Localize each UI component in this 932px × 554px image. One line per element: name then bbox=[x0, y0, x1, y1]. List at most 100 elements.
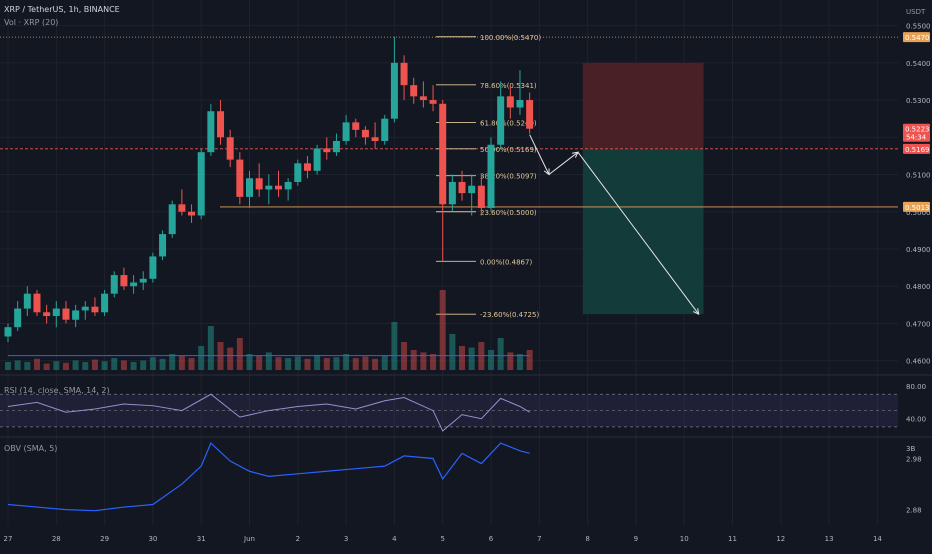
price-tick-label: 0.5100 bbox=[906, 172, 931, 180]
volume-bar bbox=[362, 356, 369, 370]
candle-body bbox=[400, 62, 408, 86]
candle-body bbox=[178, 204, 186, 212]
candle-body bbox=[332, 141, 340, 153]
x-tick-label: 3 bbox=[344, 535, 348, 543]
x-tick-label: 28 bbox=[52, 535, 61, 543]
obv-indicator-label: OBV (SMA, 5) bbox=[4, 444, 58, 453]
x-tick-label: 4 bbox=[392, 535, 397, 543]
candle-body bbox=[390, 62, 398, 119]
candle-body bbox=[236, 159, 244, 197]
x-tick-label: 13 bbox=[825, 535, 834, 543]
price-tick-label: 0.5400 bbox=[906, 60, 931, 68]
rsi-tick-label: 80.00 bbox=[906, 383, 926, 391]
volume-bar bbox=[101, 361, 108, 370]
candle-body bbox=[168, 204, 176, 235]
fib-label: 38.20%(0.5097) bbox=[480, 173, 537, 181]
candle-body bbox=[419, 96, 427, 101]
candle-body bbox=[110, 275, 118, 294]
candle-body bbox=[439, 103, 447, 205]
candle-body bbox=[487, 144, 495, 209]
fib-label: 23.60%(0.5000) bbox=[480, 209, 537, 217]
candle-body bbox=[284, 181, 292, 190]
support-price-badge-text: 0.5013 bbox=[905, 204, 930, 212]
volume-bar bbox=[526, 350, 533, 370]
candle-body bbox=[274, 185, 282, 190]
volume-bar bbox=[430, 354, 437, 370]
fib-label: 100.00%(0.5470) bbox=[480, 34, 541, 42]
rsi-line bbox=[7, 393, 530, 432]
high-price-badge-text: 0.5470 bbox=[905, 34, 930, 42]
volume-bar bbox=[488, 350, 494, 370]
price-tick-label: 0.4700 bbox=[906, 320, 931, 328]
volume-bar bbox=[333, 357, 340, 370]
volume-bar bbox=[497, 338, 504, 370]
volume-bar bbox=[227, 347, 234, 370]
volume-bar bbox=[323, 358, 330, 370]
candle-body bbox=[188, 211, 196, 216]
volume-bar bbox=[372, 358, 379, 370]
x-tick-label: 7 bbox=[537, 535, 541, 543]
x-tick-label: 27 bbox=[4, 535, 13, 543]
obv-pane bbox=[7, 442, 530, 512]
projection-path bbox=[529, 134, 700, 316]
current-price-badge-bg bbox=[903, 123, 930, 142]
candle-body bbox=[4, 327, 12, 337]
entry-price-badge-text: 0.5169 bbox=[905, 146, 930, 154]
volume-bar bbox=[159, 358, 166, 370]
price-tick-label: 0.4800 bbox=[906, 283, 931, 291]
fib-label: 50.00%(0.5169) bbox=[480, 146, 537, 154]
candles bbox=[4, 36, 534, 343]
candle-body bbox=[448, 181, 456, 205]
candle-body bbox=[516, 100, 524, 108]
volume-bar bbox=[449, 334, 456, 370]
volume-bar bbox=[410, 350, 417, 370]
x-tick-label: 14 bbox=[873, 535, 882, 543]
candle-body bbox=[371, 137, 379, 142]
obv-tick-label: 2.88 bbox=[906, 507, 922, 515]
candle-body bbox=[477, 185, 485, 209]
volume-bar bbox=[352, 358, 359, 370]
fib-label: 0.00%(0.4867) bbox=[480, 258, 532, 266]
candle-body bbox=[197, 152, 205, 216]
candle-body bbox=[52, 308, 60, 317]
volume-bar bbox=[82, 362, 89, 370]
candle-body bbox=[139, 278, 147, 283]
volume-bar bbox=[120, 360, 127, 370]
candle-body bbox=[130, 282, 138, 287]
candle-body bbox=[81, 306, 89, 311]
candle-body bbox=[255, 178, 263, 190]
volume-bar bbox=[169, 354, 176, 370]
volume-bar bbox=[468, 347, 475, 370]
candle-body bbox=[294, 163, 302, 182]
candle-body bbox=[120, 275, 128, 287]
x-tick-label: 9 bbox=[634, 535, 638, 543]
volume-bar bbox=[14, 360, 21, 370]
currency-label: USDT bbox=[906, 8, 926, 16]
x-tick-label: 29 bbox=[100, 535, 109, 543]
volume-bar bbox=[304, 358, 311, 370]
candle-body bbox=[226, 137, 234, 160]
volume-bar bbox=[275, 357, 282, 370]
obv-tick-label: 2.98 bbox=[906, 455, 922, 463]
current-price-badge-text: 0.5223 bbox=[905, 126, 930, 134]
x-tick-label: 30 bbox=[148, 535, 157, 543]
volume-bar bbox=[256, 355, 263, 370]
candle-body bbox=[217, 111, 225, 138]
candle-body bbox=[429, 100, 437, 104]
x-tick-label: 10 bbox=[680, 535, 689, 543]
volume-bar bbox=[459, 346, 466, 370]
volume-bar bbox=[91, 359, 98, 370]
fib-label: 61.80%(0.5240) bbox=[480, 119, 537, 127]
volume-indicator-label: Vol · XRP (20) bbox=[4, 18, 59, 27]
rsi-indicator-label: RSI (14, close, SMA, 14, 2) bbox=[4, 386, 110, 395]
entry-price-badge-bg bbox=[903, 143, 930, 154]
volume-bar bbox=[507, 352, 514, 370]
obv-line bbox=[7, 442, 530, 512]
trade-zones bbox=[582, 62, 704, 315]
volume-bar bbox=[53, 361, 60, 370]
projection-segment bbox=[548, 151, 579, 175]
fib-label: -23.60%(0.4725) bbox=[480, 311, 539, 319]
symbol-title: XRP / TetherUS, 1h, BINANCE bbox=[4, 5, 120, 14]
